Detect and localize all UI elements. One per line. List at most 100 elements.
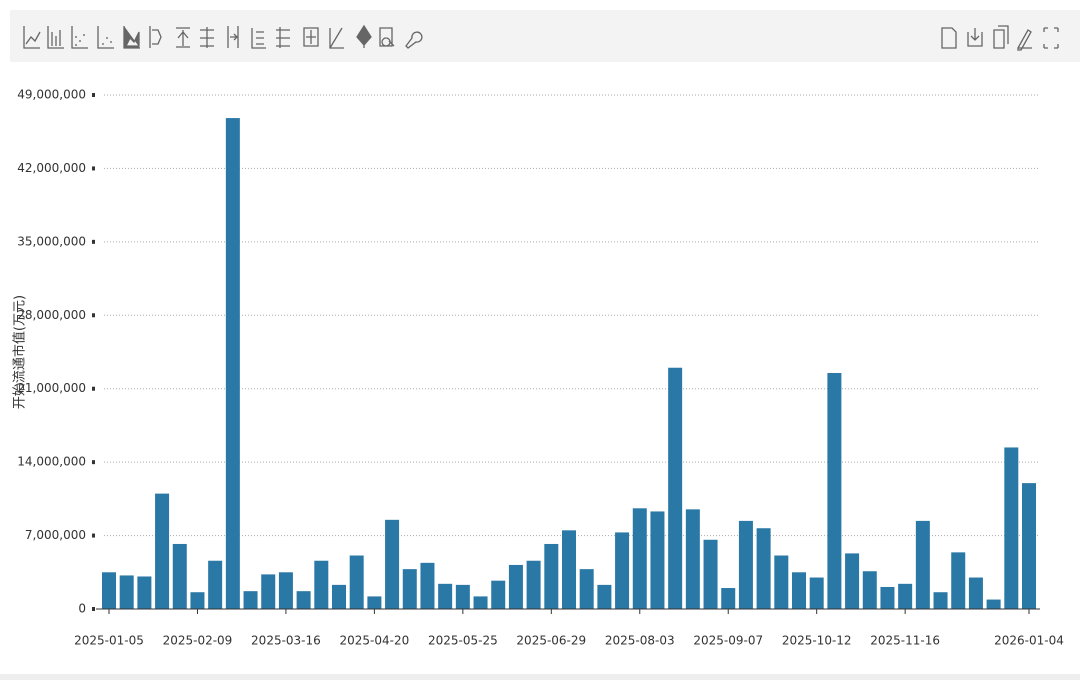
bar: [774, 555, 789, 609]
bar: [155, 493, 170, 609]
toolbar: [10, 10, 1080, 62]
bar-icon[interactable]: [47, 26, 64, 49]
bar: [597, 584, 612, 609]
y-tick-mark: [92, 460, 95, 465]
bar: [261, 574, 276, 609]
bottom-bar: [0, 674, 1080, 680]
bar: [880, 586, 895, 609]
x-tick-label: 2025-06-29: [516, 634, 586, 648]
fullscreen-icon[interactable]: [1043, 27, 1059, 49]
bar: [562, 530, 576, 609]
bar: [172, 543, 187, 609]
toolbar-icons[interactable]: [23, 24, 1059, 51]
bar: [190, 592, 205, 609]
bar: [615, 532, 630, 609]
bar: [685, 509, 700, 609]
x-tick-label: 2025-11-16: [870, 634, 940, 648]
icon-12[interactable]: [303, 27, 319, 47]
bar: [473, 596, 488, 609]
y-tick-label: 21,000,000: [17, 381, 86, 395]
bar: [102, 572, 116, 609]
xls-icon[interactable]: [941, 27, 957, 49]
y-tick-label: 14,000,000: [17, 455, 86, 469]
bar: [650, 511, 665, 609]
x-tick-label: 2025-09-07: [693, 634, 763, 648]
bar: [827, 372, 842, 609]
y-tick-mark: [92, 239, 95, 244]
bar: [119, 575, 134, 609]
bar: [225, 118, 240, 610]
bar: [915, 520, 930, 609]
bar: [579, 569, 594, 609]
x-tick-label: 2025-10-12: [782, 634, 852, 648]
bar: [208, 560, 223, 609]
x-tick-label: 2026-01-04: [994, 634, 1064, 648]
bar: [933, 592, 948, 609]
y-tick-mark: [92, 166, 95, 171]
icon-9[interactable]: [227, 26, 239, 48]
bar: [508, 564, 523, 609]
bar: [278, 572, 293, 609]
x-tick-label: 2025-05-25: [428, 634, 498, 648]
bar: [862, 571, 877, 609]
bar: [438, 583, 453, 609]
icon-13[interactable]: [329, 27, 344, 49]
bar: [243, 591, 258, 609]
area-icon[interactable]: [123, 26, 140, 49]
line-icon[interactable]: [23, 26, 41, 49]
bar: [385, 519, 400, 609]
y-axis-label: 开始流通市值(万元): [12, 295, 28, 409]
bar: [526, 560, 541, 609]
bar: [1004, 447, 1019, 609]
y-tick-label: 7,000,000: [25, 528, 86, 542]
bar: [845, 553, 860, 609]
dots-icon[interactable]: [97, 26, 114, 49]
y-tick-mark: [92, 533, 95, 538]
bar: [668, 367, 683, 609]
bar: [703, 539, 718, 609]
bar: [632, 508, 647, 609]
bar: [951, 552, 966, 609]
bar: [738, 520, 753, 609]
edit-icon[interactable]: [1017, 29, 1032, 51]
icon-8[interactable]: [200, 27, 214, 48]
bar: [968, 577, 983, 609]
tool-icon[interactable]: [405, 31, 423, 49]
x-tick-label: 2025-02-09: [163, 634, 233, 648]
bar: [809, 577, 824, 609]
scatter-icon[interactable]: [71, 26, 88, 49]
bar: [137, 576, 152, 609]
bar: [296, 591, 311, 609]
bar: [986, 599, 1001, 609]
icon-10[interactable]: [251, 28, 266, 49]
icon-14[interactable]: [356, 24, 372, 48]
y-tick-label: 0: [78, 602, 86, 616]
x-tick-label: 2025-08-03: [605, 634, 675, 648]
icon-7[interactable]: [176, 27, 190, 48]
bar: [491, 580, 506, 609]
bar: [367, 596, 382, 609]
bar: [420, 562, 435, 609]
icon-11[interactable]: [276, 27, 290, 48]
bar: [402, 569, 417, 609]
y-tick-mark: [92, 386, 95, 391]
bar: [455, 584, 470, 609]
bar: [756, 528, 771, 609]
zoom-icon[interactable]: [379, 27, 395, 47]
bar: [544, 543, 559, 609]
bar: [332, 584, 346, 609]
x-tick-label: 2025-04-20: [340, 634, 410, 648]
bar: [721, 588, 736, 609]
bar: [1022, 483, 1036, 609]
download-icon[interactable]: [967, 28, 983, 47]
y-tick-label: 49,000,000: [17, 88, 86, 102]
bar: [792, 572, 806, 609]
y-tick-mark: [92, 607, 95, 611]
copy-icon[interactable]: [993, 25, 1009, 49]
icon-6[interactable]: [149, 26, 162, 48]
x-tick-label: 2025-01-05: [74, 634, 144, 648]
y-tick-label: 35,000,000: [17, 234, 86, 248]
